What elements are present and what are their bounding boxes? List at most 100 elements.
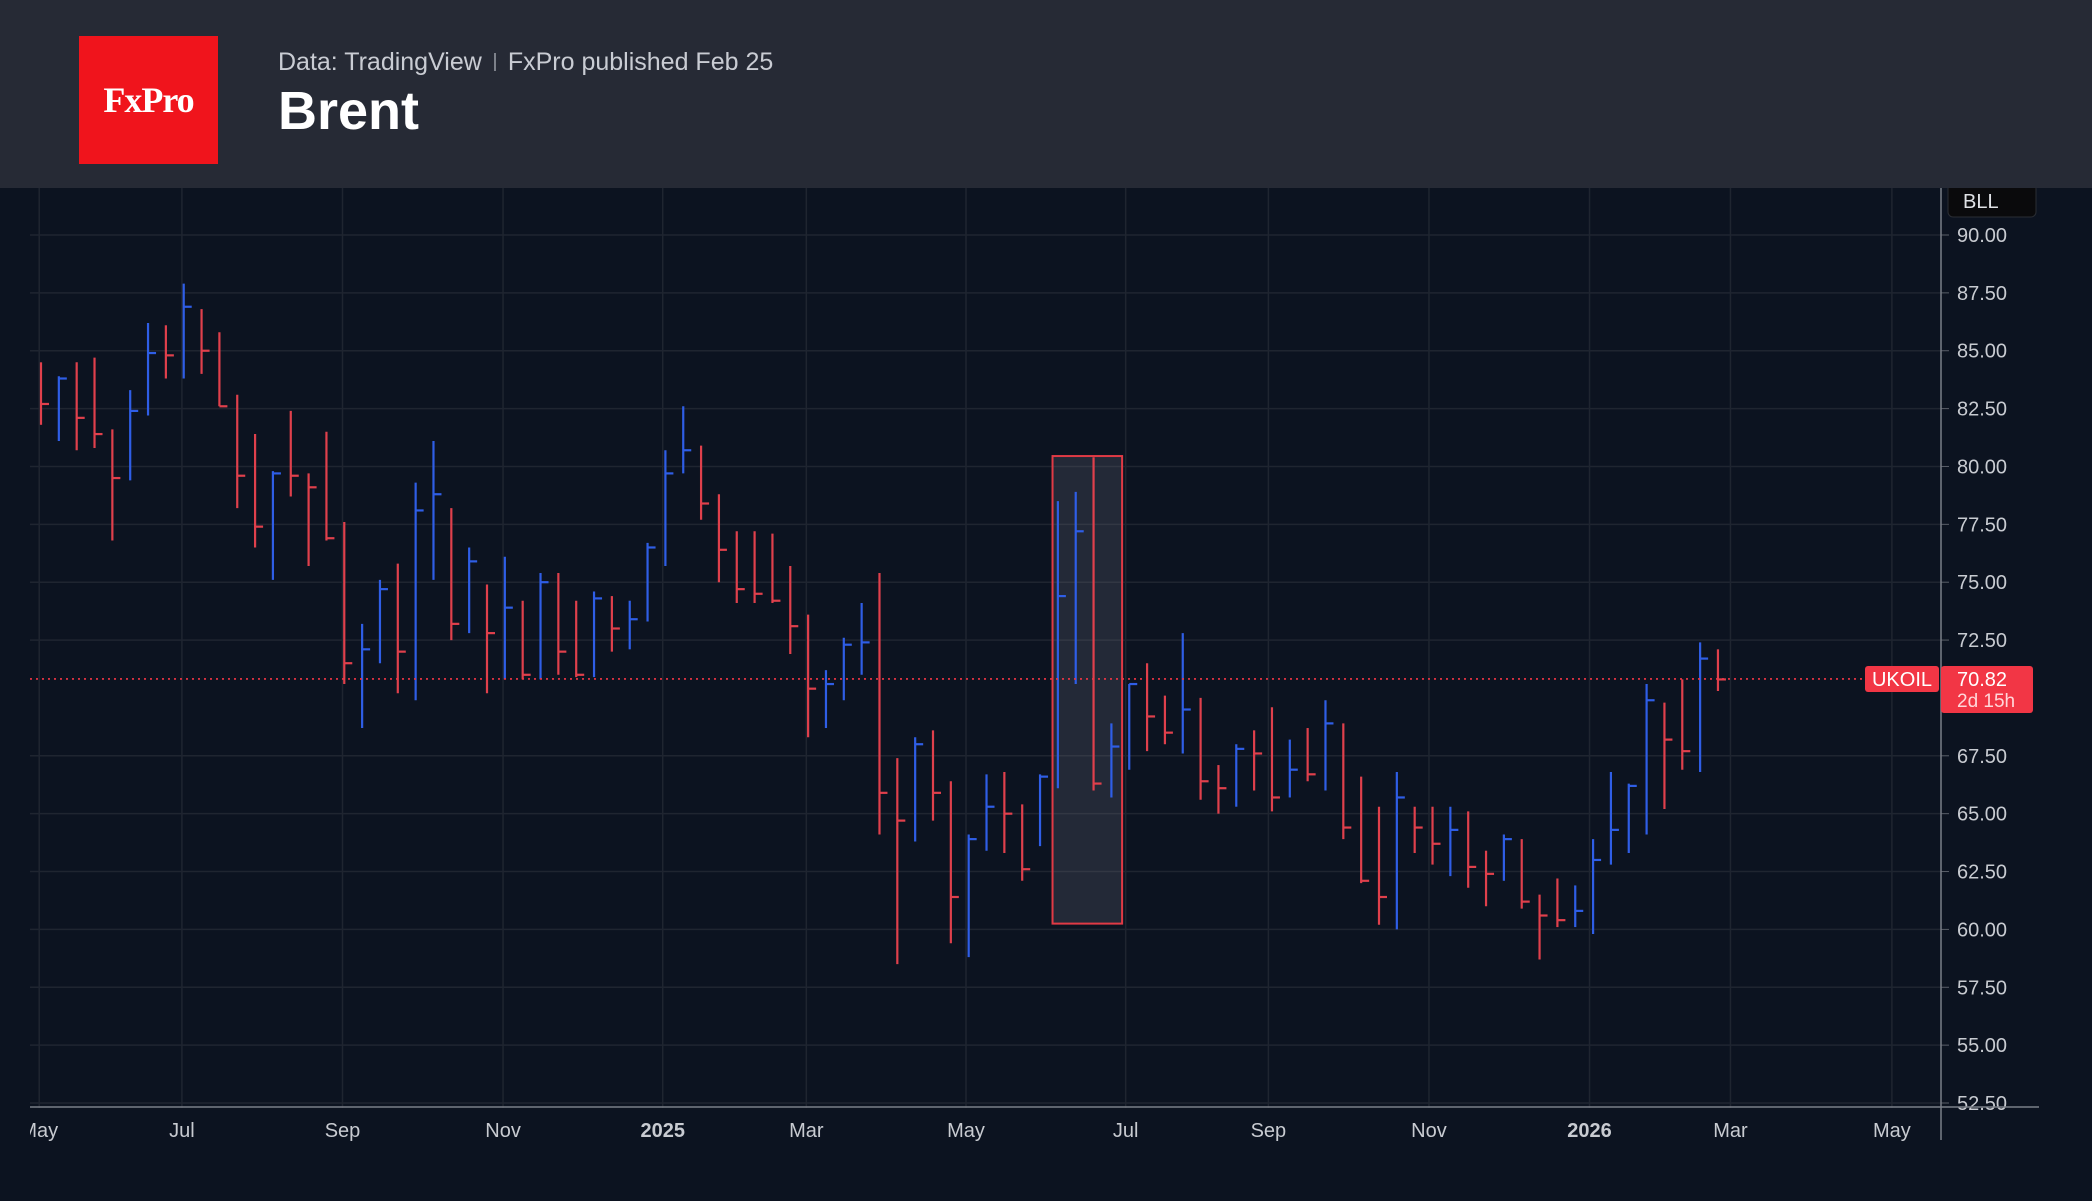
bar-countdown: 2d 15h [1957,691,2015,712]
ohlc-bar [682,406,692,474]
ohlc-bar [503,556,513,680]
ohlc-bar [271,471,281,580]
x-tick-label: May [1873,1120,1911,1142]
y-tick-label: 85.00 [1957,341,2007,363]
header: FxPro Data: TradingView FxPro published F… [0,0,2092,188]
ohlc-bar [1306,728,1316,782]
last-price-box [1941,665,2033,713]
ohlc-bar [1627,783,1637,854]
highlight-layer [1051,455,1124,925]
x-tick-label: Nov [485,1120,521,1142]
symbol-label-box [1865,665,1939,692]
ohlc-bar [325,431,335,541]
ohlc-bar [75,362,85,451]
ohlc-bar [1663,702,1673,810]
ohlc-bar [699,445,710,520]
y-tick-label: 55.00 [1957,1035,2007,1057]
ohlc-bar [717,494,727,583]
ohlc-bar [1538,894,1548,960]
ohlc-bar [164,325,174,379]
ohlc-bar [485,584,495,694]
ohlc-bar [253,434,264,548]
ohlc-bar [1591,839,1602,935]
ohlc-bar [1449,806,1459,877]
ohlc-bar [842,637,852,701]
ohlc-bar [1056,501,1066,789]
bars [39,283,1726,965]
ohlc-bar [646,542,656,622]
ohlc-bar [1253,730,1263,791]
ohlc-bar [1163,695,1173,745]
ohlc-bar [1699,642,1709,773]
ohlc-bar [1502,834,1512,881]
ohlc-bar [1021,804,1031,881]
ohlc-bar [1574,885,1584,928]
ohlc-bar [628,600,638,650]
ohlc-bar [931,730,941,821]
x-tick-label: Mar [789,1120,824,1142]
ohlc-bar [1342,723,1352,840]
ohlc-bar [450,508,460,641]
x-axis-labels: May Jul Sep Nov 2025 Mar May Jul Sep Nov 2026 Mar Ma… [30,1120,1911,1142]
ohlc-bar [39,362,49,425]
y-tick-label: 57.50 [1957,977,2007,999]
ohlc-bar [967,834,977,958]
ohlc-bar [343,522,353,685]
ohlc-bar [93,357,103,448]
data-source: Data: TradingView [278,48,482,76]
ohlc-bar [1288,739,1298,798]
ohlc-bar [236,394,246,509]
x-tick-label: 2026 [1567,1120,1612,1142]
ohlc-bar [1413,806,1423,854]
y-tick-label: 80.00 [1957,456,2007,478]
y-tick-label: 75.00 [1957,572,2007,594]
ohlc-bar [1645,684,1655,835]
ohlc-bar [1395,772,1405,930]
published-note: FxPro published Feb 25 [507,48,774,76]
x-tick-label: Jul [1113,1120,1139,1142]
ohlc-bar [521,600,531,680]
ohlc-bar [735,531,745,604]
ohlc-bar [1716,649,1726,691]
ohlc-bar [1110,723,1120,798]
ohlc-bar [1467,811,1477,888]
logo-text: FxPro [103,80,194,120]
ohlc-bar [807,614,817,738]
ohlc-bar [1145,663,1156,752]
ohlc-bar [914,737,924,842]
x-tick-label: Mar [1713,1120,1748,1142]
ohlc-bar [575,600,585,678]
y-tick-label: 87.50 [1957,283,2007,305]
symbol-label: UKOIL [1872,669,1932,691]
ohlc-bar [1324,700,1334,791]
ohlc-bar [896,758,906,965]
y-tick-label: 72.50 [1957,630,2007,652]
chart-canvas[interactable]: 90.00 87.50 85.00 82.50 80.00 77.50 75.00 72.50… [0,183,2092,1196]
ohlc-bar [878,572,888,835]
ohlc-bar [1484,850,1495,907]
ohlc-bar [1609,772,1619,865]
ohlc-bar [1003,772,1013,854]
y-tick-label: 82.50 [1957,399,2007,421]
ohlc-bar [1038,774,1049,847]
chart-title: Brent [278,81,420,141]
ohlc-bar [200,309,210,374]
ohlc-bar [432,441,442,580]
ohlc-bar [396,563,406,694]
ohlc-bar [146,322,157,416]
highlight-box [1051,455,1124,925]
ohlc-bar [1360,776,1370,884]
price-chart[interactable]: 90.00 87.50 85.00 82.50 80.00 77.50 75.00 72.50… [0,183,2092,1196]
ohlc-bar [1270,707,1280,812]
ohlc-bar [860,603,870,675]
y-tick-label: 90.00 [1957,225,2007,247]
ohlc-bar [1681,679,1691,770]
ohlc-bar [1217,765,1227,814]
x-tick-label: 2025 [640,1120,685,1142]
y-tick-label: 67.50 [1957,746,2007,768]
axes: 90.00 87.50 85.00 82.50 80.00 77.50 75.00 72.50… [30,183,2039,1142]
y-tick-label: 52.50 [1957,1093,2007,1115]
ohlc-bar [307,473,317,566]
x-tick-label: Sep [1251,1120,1287,1142]
ohlc-bar [771,533,781,604]
